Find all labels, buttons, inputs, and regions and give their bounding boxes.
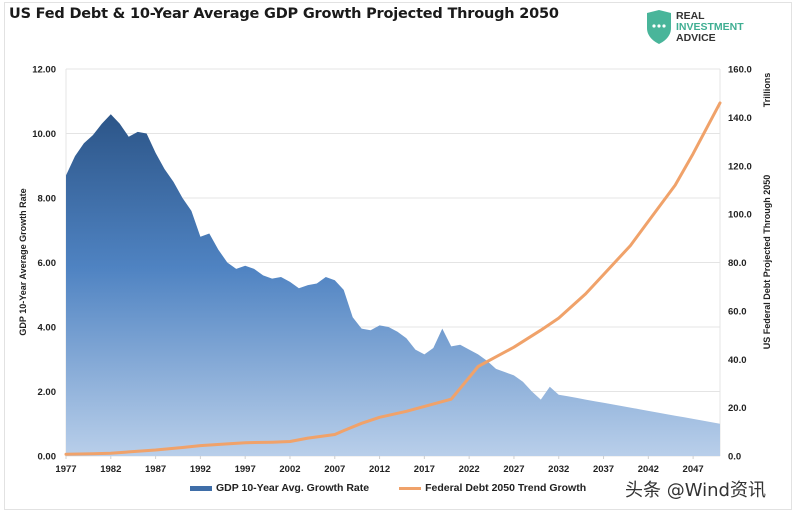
x-tick-label: 2017	[414, 464, 435, 475]
x-tick-label: 1977	[55, 464, 76, 475]
x-tick-label: 1987	[145, 464, 166, 475]
legend-label-gdp: GDP 10-Year Avg. Growth Rate	[216, 482, 370, 494]
y-left-tick-label: 6.00	[38, 258, 57, 269]
y-left-tick-label: 10.00	[32, 129, 56, 140]
y-axis-right-unit: Trillions	[762, 73, 772, 108]
x-tick-label: 2012	[369, 464, 390, 475]
gdp-area-series	[66, 114, 720, 456]
debt-line-series	[64, 101, 722, 456]
x-tick-label: 1997	[235, 464, 256, 475]
x-tick-label: 2027	[503, 464, 524, 475]
gdp-area	[66, 114, 720, 456]
y-right-tick-label: 140.0	[728, 113, 752, 124]
watermark: 头条 @Wind资讯	[625, 480, 766, 501]
y-right-tick-label: 160.0	[728, 65, 752, 76]
y-right-tick-label: 60.0	[728, 306, 747, 317]
x-axis-ticks: 1977 1982 1987 1992 1997 2002 2007 2012 2017 2022…	[55, 456, 704, 475]
legend-item-gdp: GDP 10-Year Avg. Growth Rate	[190, 482, 369, 494]
x-tick-label: 1982	[100, 464, 121, 475]
x-tick-label: 2037	[593, 464, 614, 475]
chart-legend: GDP 10-Year Avg. Growth Rate Federal Deb…	[190, 482, 616, 494]
y-axis-right-ticks: 0.0 20.0 40.0 60.0 80.0 100.0 120.0 140.0 160.0	[728, 65, 752, 463]
y-right-tick-label: 80.0	[728, 258, 747, 269]
x-tick-label: 1992	[190, 464, 211, 475]
legend-item-debt: Federal Debt 2050 Trend Growth	[399, 482, 586, 494]
y-left-tick-label: 4.00	[38, 323, 57, 334]
x-tick-label: 2032	[548, 464, 569, 475]
logo-line-2: INVESTMENT	[676, 21, 744, 33]
y-axis-left-ticks: 0.00 2.00 4.00 6.00 8.00 10.00 12.00	[32, 65, 56, 463]
y-axis-left-title: GDP 10-Year Average Growth Rate	[18, 188, 28, 335]
x-tick-label: 2002	[279, 464, 300, 475]
y-right-tick-label: 100.0	[728, 210, 752, 221]
legend-label-debt: Federal Debt 2050 Trend Growth	[425, 482, 587, 494]
y-left-tick-label: 0.00	[38, 452, 57, 463]
y-right-tick-label: 120.0	[728, 161, 752, 172]
y-right-tick-label: 20.0	[728, 403, 747, 414]
x-tick-label: 2042	[638, 464, 659, 475]
y-left-tick-label: 2.00	[38, 387, 57, 398]
x-tick-label: 2022	[459, 464, 480, 475]
y-left-tick-label: 8.00	[38, 194, 57, 205]
logo-line-3: ADVICE	[676, 32, 716, 44]
brand-logo: REAL INVESTMENT ADVICE	[646, 10, 776, 46]
legend-swatch-gdp	[190, 485, 212, 491]
shield-dots-icon	[647, 10, 671, 44]
y-axis-right-title: US Federal Debt Projected Through 2050	[762, 175, 772, 350]
x-tick-label: 2047	[683, 464, 704, 475]
x-tick-label: 2007	[324, 464, 345, 475]
y-right-tick-label: 40.0	[728, 355, 747, 366]
logo-line-1: REAL	[676, 10, 705, 22]
legend-swatch-debt	[399, 486, 422, 490]
debt-line	[64, 101, 722, 456]
y-left-tick-label: 12.00	[32, 65, 56, 76]
chart-title: US Fed Debt & 10-Year Average GDP Growth…	[9, 6, 559, 22]
y-right-tick-label: 0.0	[728, 452, 741, 463]
